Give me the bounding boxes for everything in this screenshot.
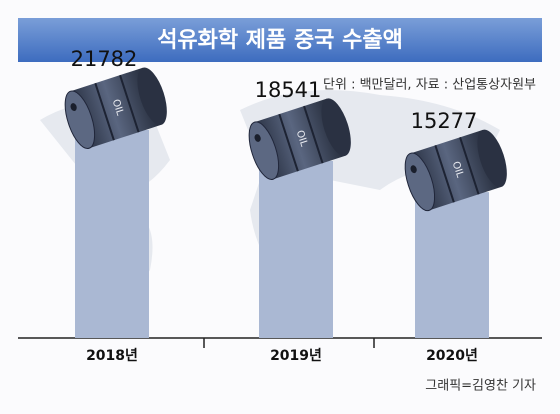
x-tick-label: 2020년 <box>426 348 478 364</box>
value-label: 18541 <box>255 78 322 102</box>
barrel: OIL <box>248 98 351 180</box>
value-label: 21782 <box>71 47 138 71</box>
value-label: 15277 <box>411 109 478 133</box>
x-tick-label: 2019년 <box>270 348 322 364</box>
barrel-end-far <box>137 67 167 126</box>
bar <box>259 160 333 338</box>
barrel-hoop <box>303 105 324 164</box>
x-tick-label: 2018년 <box>86 348 138 364</box>
title-banner <box>18 18 542 62</box>
barrel: OIL <box>404 129 507 212</box>
barrel-cap <box>70 103 77 111</box>
credit: 그래픽=김영찬 기자 <box>425 379 536 394</box>
barrel-label: OIL <box>450 160 466 179</box>
barrel: OIL <box>64 67 167 150</box>
barrel-label: OIL <box>110 98 126 117</box>
barrel-hoop <box>119 74 140 133</box>
barrel-cap <box>410 165 417 174</box>
barrel-cap <box>254 134 261 142</box>
barrel-hoop <box>459 136 480 195</box>
barrel-end-far <box>321 98 351 156</box>
bar <box>415 192 489 338</box>
barrel-end-far <box>477 129 507 188</box>
barrel-hoop <box>434 144 455 203</box>
barrel-hoop <box>94 82 115 141</box>
subtitle: 단위 : 백만달러, 자료 : 산업통상자원부 <box>323 78 536 93</box>
bar <box>75 130 149 338</box>
chart-title: 석유화학 제품 중국 수출액 <box>157 28 403 53</box>
barrel-hoop <box>278 113 299 172</box>
barrel-label: OIL <box>294 129 310 148</box>
